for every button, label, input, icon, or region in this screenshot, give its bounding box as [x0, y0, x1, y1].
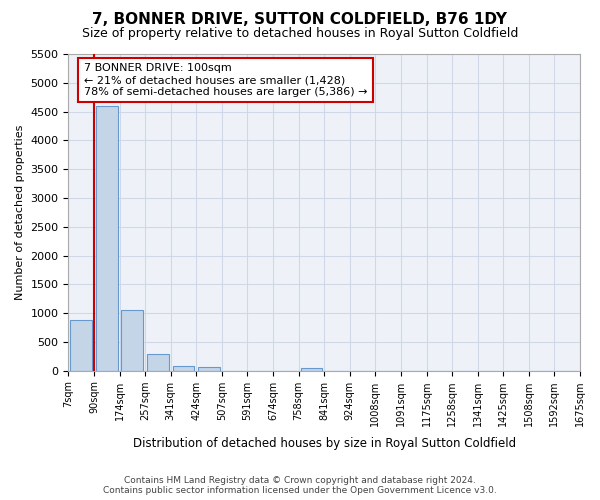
X-axis label: Distribution of detached houses by size in Royal Sutton Coldfield: Distribution of detached houses by size … — [133, 437, 516, 450]
Bar — [198, 368, 220, 370]
Y-axis label: Number of detached properties: Number of detached properties — [15, 124, 25, 300]
Text: 7 BONNER DRIVE: 100sqm
← 21% of detached houses are smaller (1,428)
78% of semi-: 7 BONNER DRIVE: 100sqm ← 21% of detached… — [84, 64, 367, 96]
Text: Size of property relative to detached houses in Royal Sutton Coldfield: Size of property relative to detached ho… — [82, 28, 518, 40]
Bar — [96, 106, 118, 370]
Bar — [147, 354, 169, 370]
Bar — [121, 310, 143, 370]
Text: Contains HM Land Registry data © Crown copyright and database right 2024.
Contai: Contains HM Land Registry data © Crown c… — [103, 476, 497, 495]
Text: 7, BONNER DRIVE, SUTTON COLDFIELD, B76 1DY: 7, BONNER DRIVE, SUTTON COLDFIELD, B76 1… — [92, 12, 508, 28]
Bar — [70, 320, 92, 370]
Bar — [173, 366, 194, 370]
Bar — [301, 368, 322, 370]
